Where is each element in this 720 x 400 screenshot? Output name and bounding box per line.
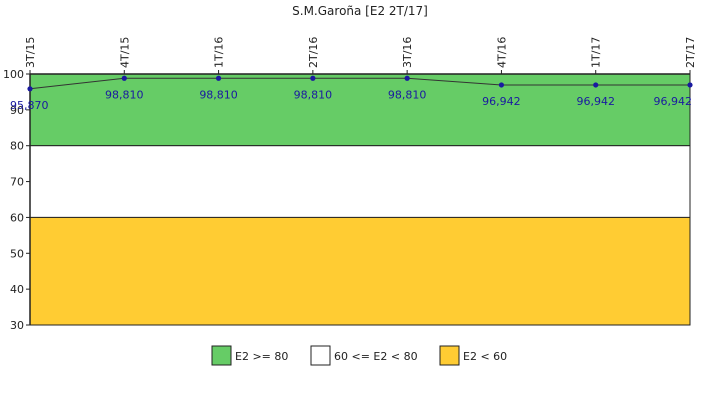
series-layer: [27, 75, 693, 92]
legend-label-0: E2 >= 80: [235, 350, 288, 363]
data-point: [593, 82, 599, 88]
data-point: [310, 75, 316, 81]
legend: E2 >= 80 60 <= E2 < 80 E2 < 60: [211, 345, 507, 366]
data-point: [404, 75, 410, 81]
x-tick-label: 3T/16: [401, 37, 414, 68]
y-tick-label: 100: [3, 68, 24, 81]
x-tick-label: 4T/16: [495, 37, 508, 68]
legend-swatch-2: [439, 345, 460, 366]
x-tick-label: 2T/16: [307, 37, 320, 68]
legend-swatch-1: [310, 345, 331, 366]
y-tick-label: 40: [10, 283, 24, 296]
data-label: 98,810: [199, 88, 238, 101]
data-label: 98,810: [294, 88, 333, 101]
labels-layer: 95,870 98,810 98,810 98,810 98,810 96,942 96,9…: [10, 88, 692, 112]
data-label: 96,942: [576, 95, 615, 108]
x-tick-label: 4T/15: [118, 37, 131, 68]
band-1: [29, 145, 691, 218]
legend-swatch-0: [211, 345, 232, 366]
data-point: [121, 75, 127, 81]
band-0: [29, 73, 691, 147]
y-tick-label: 70: [10, 176, 24, 189]
legend-label-1: 60 <= E2 < 80: [334, 350, 418, 363]
chart-title: S.M.Garoña [E2 2T/17]: [292, 4, 428, 18]
data-label: 96,942: [482, 95, 521, 108]
x-tick-label: 1T/17: [590, 37, 603, 68]
series-line: [29, 77, 690, 90]
y-tick-label: 80: [10, 140, 24, 153]
y-tick-label: 60: [10, 211, 24, 224]
data-label: 98,810: [388, 88, 427, 101]
x-tick-label: 1T/16: [213, 37, 226, 68]
band-2: [29, 216, 691, 326]
legend-label-2: E2 < 60: [463, 350, 507, 363]
data-label: 95,870: [10, 99, 49, 112]
x-tick-label: 2T/17: [684, 37, 697, 68]
data-label: 98,810: [105, 88, 144, 101]
data-point: [498, 82, 505, 88]
bands-layer: [29, 73, 691, 326]
x-tick-label: 3T/15: [24, 37, 37, 68]
y-tick-label: 30: [10, 319, 24, 332]
y-tick-label: 50: [10, 247, 24, 260]
data-point: [27, 86, 33, 92]
data-point: [215, 75, 222, 81]
data-point: [687, 82, 693, 88]
y-tick-label: 90: [10, 104, 24, 117]
data-label: 96,942: [654, 95, 693, 108]
